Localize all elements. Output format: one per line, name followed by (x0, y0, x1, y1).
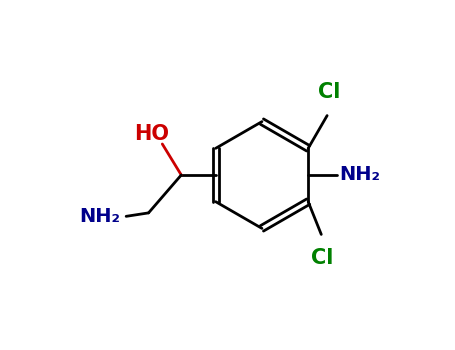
Text: Cl: Cl (318, 83, 340, 103)
Text: NH₂: NH₂ (79, 207, 120, 226)
Text: HO: HO (135, 124, 169, 144)
Text: NH₂: NH₂ (339, 166, 380, 184)
Text: Cl: Cl (311, 247, 333, 267)
